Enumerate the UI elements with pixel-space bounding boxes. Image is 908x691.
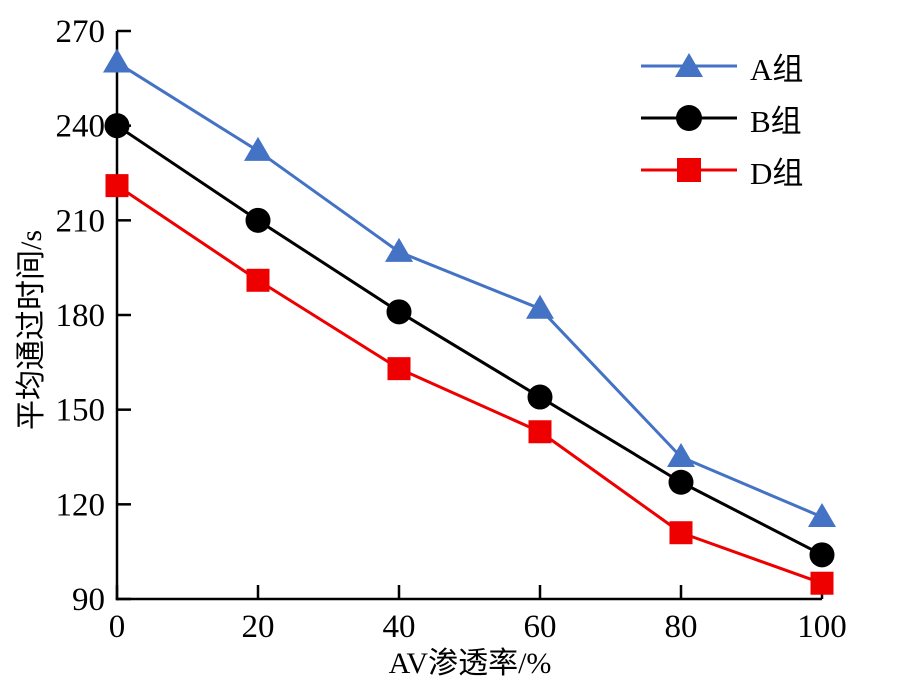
series-b-line <box>116 124 823 557</box>
legend: A组 B组 D组 <box>641 40 803 196</box>
y-tick-label: 270 <box>56 14 106 50</box>
legend-triangle-swatch <box>641 53 737 77</box>
y-tick-label: 240 <box>56 109 106 145</box>
legend-circle-swatch <box>641 105 737 131</box>
series-d-marker <box>810 571 834 595</box>
y-tick-label: 150 <box>56 393 106 429</box>
series-b-marker <box>527 384 553 410</box>
series-a-marker <box>244 136 272 161</box>
series-d-marker <box>528 420 552 444</box>
legend-item-a: A组 <box>641 40 803 92</box>
series-b-marker <box>386 299 412 325</box>
series-d-marker <box>387 357 411 381</box>
series-b-marker <box>104 113 130 139</box>
series-a-marker <box>385 237 413 262</box>
x-axis-label: AV渗透率/% <box>388 647 552 680</box>
x-tick-label: 80 <box>665 609 698 645</box>
legend-circle-marker-icon <box>676 105 702 131</box>
series-a-marker <box>808 502 836 527</box>
legend-item-d: D组 <box>641 144 803 196</box>
series-d-marker <box>669 521 693 545</box>
series-b-marker <box>809 542 835 568</box>
legend-label: A组 <box>750 51 804 87</box>
series-b-marker <box>668 469 694 495</box>
series-a-line <box>116 61 823 519</box>
series-a-marker <box>526 294 554 319</box>
series-a-marker <box>667 443 695 467</box>
x-tick-label: 40 <box>383 609 416 645</box>
legend-label: B组 <box>750 103 802 139</box>
series-d-marker <box>105 174 129 198</box>
legend-triangle-marker-icon <box>675 53 703 77</box>
series-b-marker <box>245 207 271 233</box>
y-tick-label: 120 <box>56 487 106 523</box>
y-tick-label: 90 <box>72 582 105 618</box>
y-tick-label: 210 <box>56 203 106 239</box>
legend-square-swatch <box>641 158 737 182</box>
x-tick-label: 20 <box>242 609 275 645</box>
x-tick-label: 100 <box>797 609 847 645</box>
legend-square-marker-icon <box>677 158 701 182</box>
legend-item-b: B组 <box>641 92 803 144</box>
series-d-marker <box>246 268 270 292</box>
series-d-line <box>116 184 823 585</box>
series-a-marker <box>103 48 131 73</box>
x-tick-label: 60 <box>524 609 557 645</box>
y-tick-label: 180 <box>56 298 106 334</box>
x-tick-label: 0 <box>109 609 126 645</box>
legend-label: D组 <box>750 155 804 191</box>
y-axis-label: 平均通过时间/s <box>15 229 48 431</box>
